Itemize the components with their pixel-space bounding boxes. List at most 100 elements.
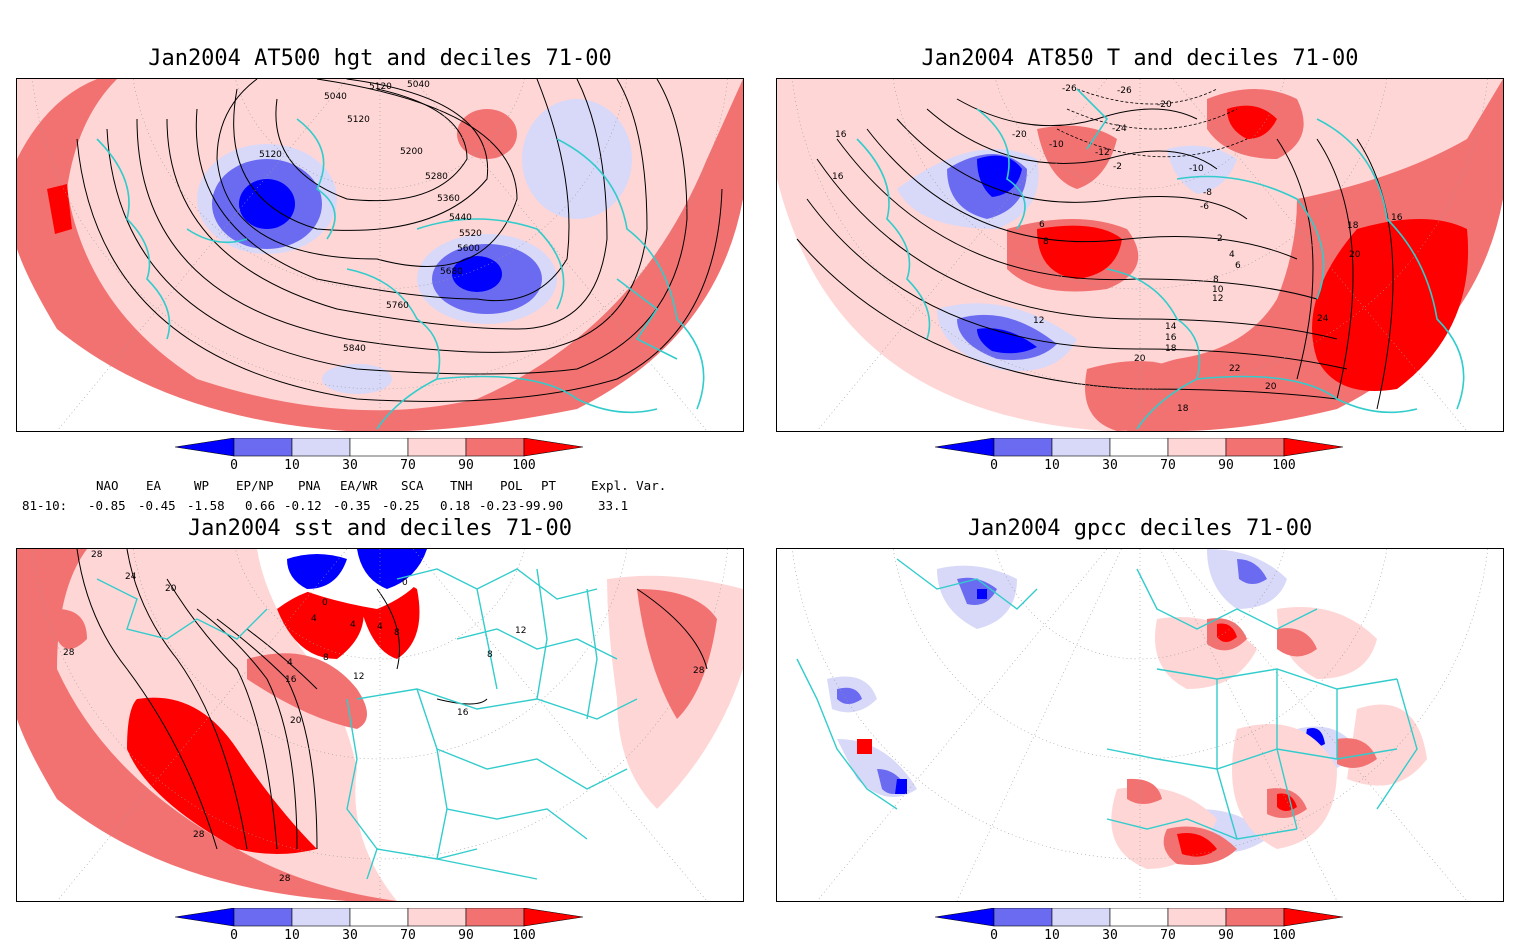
index-header: TNH — [450, 478, 473, 493]
contour-label: 14 — [1165, 322, 1177, 332]
panel-title-sst: Jan2004 sst and deciles 71-00 — [187, 516, 573, 541]
index-value-row: 81-10: -0.85 -0.45 -1.58 0.66 -0.12 -0.3… — [18, 496, 718, 516]
contour-label: -20 — [1012, 130, 1027, 140]
contour-label: 5120 — [259, 150, 282, 160]
colorbar-swatches — [934, 907, 1344, 927]
contour-label: -6 — [1200, 202, 1209, 212]
panel-title-z500: Jan2004 AT500 hgt and deciles 71-00 — [148, 46, 612, 71]
index-value: -99.90 — [518, 498, 564, 513]
contour-label: 8 — [1213, 275, 1219, 285]
contour-label: -20 — [1157, 100, 1172, 110]
colorbar-tick: 30 — [1102, 458, 1118, 473]
index-value: -0.35 — [333, 498, 371, 513]
contour-label: 20 — [165, 584, 177, 594]
contour-label: 5760 — [386, 301, 409, 311]
panel-title-gpcc: Jan2004 gpcc deciles 71-00 — [967, 516, 1313, 541]
contour-label: 5840 — [343, 344, 366, 354]
contour-label: 5040 — [324, 92, 347, 102]
index-header: PNA — [298, 478, 321, 493]
contour-label: 5440 — [449, 213, 472, 223]
map-sst-svg: 28 24 20 28 0 0 4 4 4 8 4 8 16 12 20 16 … — [17, 549, 743, 901]
contour-label: 20 — [290, 716, 302, 726]
colorbar-tick: 70 — [1160, 928, 1176, 943]
contour-label: -8 — [1203, 188, 1212, 198]
colorbar-tick: 10 — [284, 458, 300, 473]
contour-label: -26 — [1062, 84, 1077, 94]
colorbar-bottom-right: 0 10 30 70 90 100 — [934, 907, 1355, 948]
contour-label: 0 — [322, 598, 328, 608]
colorbar-tick: 30 — [1102, 928, 1118, 943]
contour-label: 8 — [394, 628, 400, 638]
contour-label: 5200 — [400, 147, 423, 157]
contour-label: 5520 — [459, 229, 482, 239]
contour-label: 28 — [693, 666, 705, 676]
colorbar-tick: 90 — [1218, 928, 1234, 943]
contour-label: 24 — [125, 572, 137, 582]
contour-label: 6 — [1235, 261, 1241, 271]
colorbar-tick: 70 — [400, 928, 416, 943]
contour-label: 5360 — [437, 194, 460, 204]
colorbar-tick: 90 — [458, 928, 474, 943]
index-header: Expl. Var. — [591, 478, 667, 493]
colorbar-tick: 30 — [342, 458, 358, 473]
contour-label: 28 — [91, 550, 103, 560]
contour-label: 10 — [1212, 285, 1224, 295]
index-value: -0.23 — [479, 498, 517, 513]
index-header: POL — [500, 478, 523, 493]
panel-title-t850: Jan2004 AT850 T and deciles 71-00 — [921, 46, 1359, 71]
colorbar-tick: 0 — [990, 458, 998, 473]
colorbar-tick: 70 — [1160, 458, 1176, 473]
index-row-label: 81-10: — [22, 498, 68, 513]
contour-label: 4 — [350, 620, 356, 630]
contour-label: 12 — [1212, 294, 1223, 304]
index-value: 0.18 — [440, 498, 471, 513]
contour-label: 16 — [1391, 213, 1403, 223]
contour-label: 16 — [1165, 333, 1177, 343]
contour-label: 18 — [1347, 221, 1359, 231]
index-header: EP/NP — [236, 478, 274, 493]
colorbar-tick: 30 — [342, 928, 358, 943]
colorbar-tick: 90 — [458, 458, 474, 473]
index-header: EA — [146, 478, 162, 493]
colorbar-tick: 0 — [990, 928, 998, 943]
contour-label: 22 — [1229, 364, 1240, 374]
contour-label: 8 — [1043, 237, 1049, 247]
contour-label: 5680 — [440, 267, 463, 277]
contour-label: 20 — [1134, 354, 1146, 364]
colorbar-tick: 10 — [1044, 928, 1060, 943]
index-header-row: NAO EA WP EP/NP PNA EA/WR SCA TNH POL PT… — [18, 476, 718, 496]
index-header: PT — [541, 478, 557, 493]
colorbar-swatches — [174, 907, 584, 927]
contour-label: 4 — [1229, 250, 1235, 260]
colorbar-swatches — [174, 437, 584, 457]
contour-label: 20 — [1265, 382, 1277, 392]
contour-label: 8 — [323, 653, 329, 663]
contour-label: 18 — [1165, 344, 1177, 354]
contour-label: -10 — [1049, 140, 1064, 150]
index-header: EA/WR — [340, 478, 378, 493]
contour-label: 4 — [377, 622, 383, 632]
index-value: -0.45 — [138, 498, 176, 513]
contour-label: 12 — [1033, 316, 1044, 326]
contour-label: 28 — [279, 874, 291, 884]
colorbar-tick: 100 — [1272, 928, 1296, 943]
index-header: WP — [194, 478, 210, 493]
contour-label: 20 — [1349, 250, 1361, 260]
contour-label: -24 — [1112, 124, 1127, 134]
map-sst: 28 24 20 28 0 0 4 4 4 8 4 8 16 12 20 16 … — [16, 548, 744, 902]
contour-label: 4 — [311, 614, 317, 624]
contour-label: 12 — [515, 626, 526, 636]
teleconnection-index-table: NAO EA WP EP/NP PNA EA/WR SCA TNH POL PT… — [18, 476, 718, 516]
map-t850: -26 -26 -24 -20 -20 -10 -12 -10 -8 -6 -2… — [776, 78, 1504, 432]
contour-label: 12 — [353, 672, 364, 682]
contour-label: 5120 — [347, 115, 370, 125]
contour-label: 5040 — [407, 80, 430, 90]
colorbar-top-left: 0 10 30 70 90 100 — [174, 437, 595, 478]
colorbar-tick: 100 — [512, 458, 536, 473]
colorbar-tick: 90 — [1218, 458, 1234, 473]
contour-label: 5600 — [457, 244, 480, 254]
index-value: -0.25 — [382, 498, 420, 513]
contour-label: -2 — [1113, 162, 1122, 172]
contour-label: 5280 — [425, 172, 448, 182]
map-z500-svg: 5040 5040 5120 5120 5120 5200 5280 5360 … — [17, 79, 743, 431]
